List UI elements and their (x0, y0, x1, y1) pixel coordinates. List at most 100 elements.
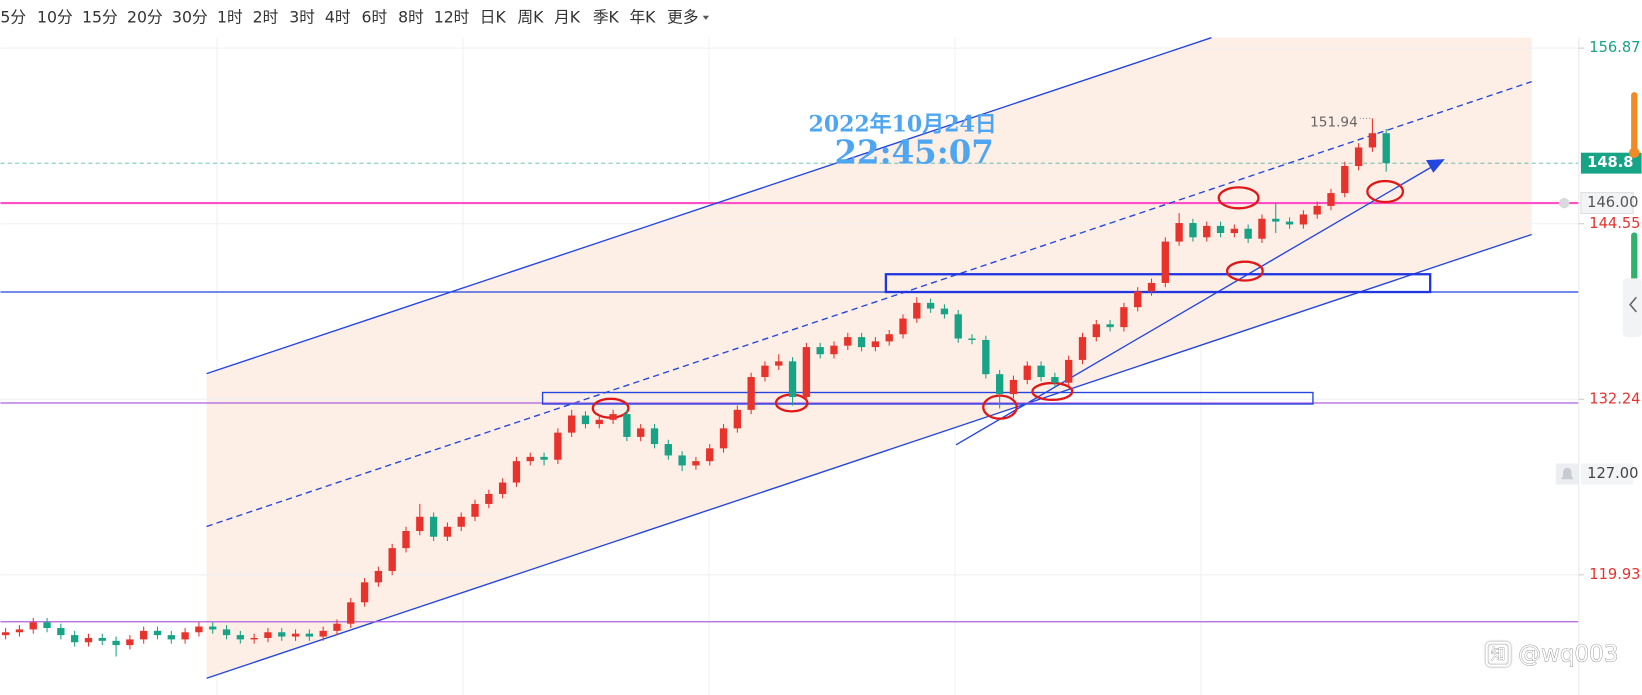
candle-body (623, 414, 631, 437)
alert-label: 127.00 (1587, 465, 1638, 482)
interval-button[interactable]: 8时 (398, 7, 424, 26)
candle-body (167, 635, 175, 640)
toolbar: 5分 10分 15分 20分 30分 1时 2时 3时 4时 6时 8时 12时 日K 周K 月K 季K 年K 更… (0, 7, 710, 26)
candle-body (319, 630, 327, 637)
svg-text:知: 知 (1491, 646, 1506, 663)
candle-body (568, 415, 576, 433)
candle-body (940, 308, 949, 315)
interval-button[interactable]: 更多 (667, 7, 698, 26)
interval-button[interactable]: 6时 (362, 7, 388, 26)
interval-button[interactable]: 10分 (37, 7, 73, 26)
candle-body (1175, 223, 1183, 242)
candle-body (1354, 147, 1363, 167)
candle-body (1106, 324, 1114, 328)
candle-body (637, 428, 645, 437)
interval-button[interactable]: 月K (554, 7, 581, 26)
candle-body (498, 482, 507, 494)
y-tick-label: 156.87 (1589, 39, 1640, 56)
interval-button[interactable]: 20分 (127, 7, 163, 26)
candle-body (402, 531, 410, 549)
candle-body (1134, 291, 1142, 308)
alert-box (1580, 463, 1634, 485)
candle-body (1037, 365, 1045, 378)
candle-body (678, 455, 686, 466)
interval-button[interactable]: 季K (593, 7, 620, 26)
candle-body (692, 461, 700, 466)
y-tick-label: 132.24 (1589, 390, 1640, 407)
alert-icon (1558, 197, 1570, 209)
candle-body (1, 632, 10, 636)
candle-body (471, 503, 479, 517)
candle-body (1203, 225, 1211, 238)
candle-body (291, 633, 300, 637)
candle-body (70, 635, 79, 643)
candle-body (885, 334, 893, 342)
interval-button[interactable]: 周K (517, 7, 544, 26)
candle-body (913, 302, 921, 319)
candle-body (84, 637, 93, 643)
more-arrow (702, 15, 710, 20)
candle-body (802, 347, 811, 397)
candle-body (236, 635, 244, 640)
candle-body (1009, 379, 1018, 395)
candle-body (264, 632, 272, 638)
candle-body (195, 626, 203, 633)
scroll-controls (1622, 92, 1642, 338)
interval-button[interactable]: 5分 (0, 7, 26, 26)
candle-body (526, 456, 534, 462)
interval-button[interactable]: 15分 (82, 7, 118, 26)
channel-fill (206, 37, 1532, 679)
candle-body (305, 633, 314, 637)
candle-body (747, 377, 755, 410)
candle-body (595, 419, 603, 425)
candle-body (57, 627, 65, 636)
candle-body (416, 516, 424, 532)
candle-body (830, 345, 838, 355)
current-price-box (1580, 152, 1642, 174)
candle-body (347, 602, 355, 624)
candle-body (443, 526, 452, 537)
interval-button[interactable]: 3时 (289, 7, 315, 26)
candle-body (485, 493, 493, 504)
interval-button[interactable]: 2时 (253, 7, 279, 26)
y-tick-label: 119.93 (1589, 566, 1640, 583)
candle-body (1092, 324, 1100, 338)
price-line-label: 146.00 (1587, 194, 1638, 211)
alert-icon (1561, 467, 1574, 480)
interval-button[interactable]: 日K (480, 7, 507, 26)
interval-button[interactable]: 30分 (172, 7, 208, 26)
interval-button[interactable]: 12时 (434, 7, 470, 26)
candle-body (995, 374, 1004, 395)
candle-body (1161, 241, 1169, 283)
candle-body (278, 632, 286, 637)
candle-body (388, 548, 396, 571)
candle-body (429, 516, 438, 537)
candle-body (1230, 228, 1239, 234)
candle-body (788, 361, 797, 397)
interval-button[interactable]: 1时 (217, 7, 243, 26)
candle-body (1147, 282, 1156, 292)
max-label: 151.94 (1310, 115, 1358, 131)
candle-body (1078, 337, 1087, 360)
candle-body (816, 347, 824, 355)
watermark: 知 @wq003 (1485, 641, 1619, 668)
candle-body (719, 428, 728, 449)
candle-body (374, 570, 383, 583)
candle-body (126, 639, 134, 646)
candle-body (153, 630, 162, 636)
candle-body (15, 629, 24, 633)
candle-body (140, 630, 148, 640)
candle-body (761, 365, 769, 378)
candle-body (43, 622, 51, 628)
candle-body (844, 337, 852, 346)
interval-button[interactable]: 4时 (325, 7, 351, 26)
candle-body (98, 637, 106, 641)
candle-body (1327, 193, 1335, 206)
candle-body (733, 409, 742, 429)
candle-body (857, 337, 866, 348)
candle-body (1341, 166, 1349, 194)
interval-button[interactable]: 年K (629, 7, 656, 26)
candle-body (360, 582, 369, 603)
